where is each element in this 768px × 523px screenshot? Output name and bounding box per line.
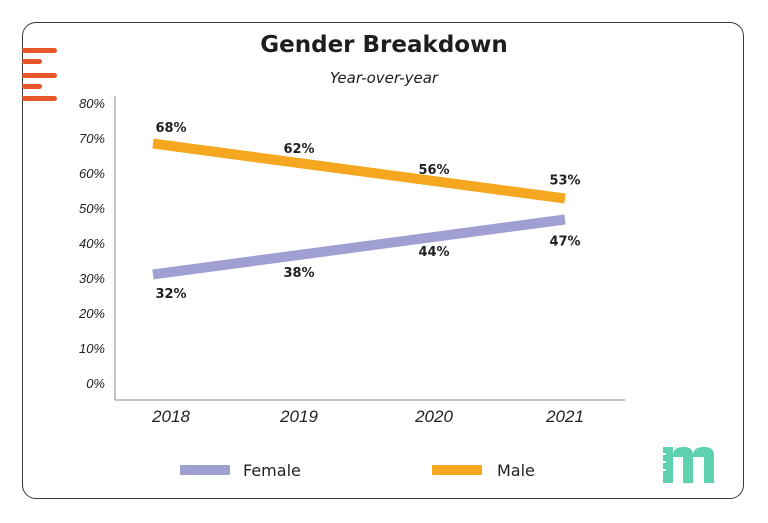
legend-swatch-male (432, 465, 482, 475)
data-labels: 32% 38% 44% 47% 68% 62% 56% 53% (155, 121, 580, 302)
menu-icon-bar-3 (22, 73, 57, 78)
x-tick-label: 2018 (151, 407, 190, 426)
data-label-female: 32% (155, 287, 186, 302)
data-label-male: 62% (283, 142, 314, 157)
m-logo-icon (660, 447, 714, 483)
y-tick-label: 60% (79, 166, 105, 181)
x-tick-labels: 2018 2019 2020 2021 (151, 407, 584, 426)
chart-title: Gender Breakdown (260, 32, 508, 58)
menu-icon-bar-5 (22, 96, 57, 101)
legend-swatch-female (180, 465, 230, 475)
menu-icon-bar-4 (22, 84, 42, 89)
chart-frame (22, 22, 744, 499)
menu-icon-bar-2 (22, 59, 42, 64)
series-line-male (152, 138, 566, 204)
data-label-male: 68% (155, 121, 186, 136)
y-tick-label: 40% (79, 236, 105, 251)
y-tick-label: 10% (79, 341, 105, 356)
data-label-female: 38% (283, 266, 314, 281)
legend-label-male: Male (497, 461, 535, 480)
y-tick-label: 80% (79, 96, 105, 111)
data-label-male: 56% (418, 163, 449, 178)
y-tick-label: 0% (86, 376, 105, 391)
y-tick-label: 50% (79, 201, 105, 216)
chart-subtitle: Year-over-year (329, 69, 439, 87)
data-label-male: 53% (549, 174, 580, 189)
x-tick-label: 2019 (279, 407, 318, 426)
y-tick-label: 70% (79, 131, 105, 146)
legend-label-female: Female (243, 461, 301, 480)
menu-icon-bar-1 (22, 48, 57, 53)
data-label-female: 47% (549, 235, 580, 250)
series-line-female (152, 214, 566, 280)
y-tick-label: 20% (78, 306, 105, 321)
y-tick-label: 30% (79, 271, 105, 286)
data-label-female: 44% (418, 245, 449, 260)
y-tick-labels: 0% 10% 20% 30% 40% 50% 60% 70% 80% (78, 96, 105, 391)
x-tick-label: 2021 (545, 407, 584, 426)
x-tick-label: 2020 (414, 407, 453, 426)
series-lines (152, 138, 566, 280)
